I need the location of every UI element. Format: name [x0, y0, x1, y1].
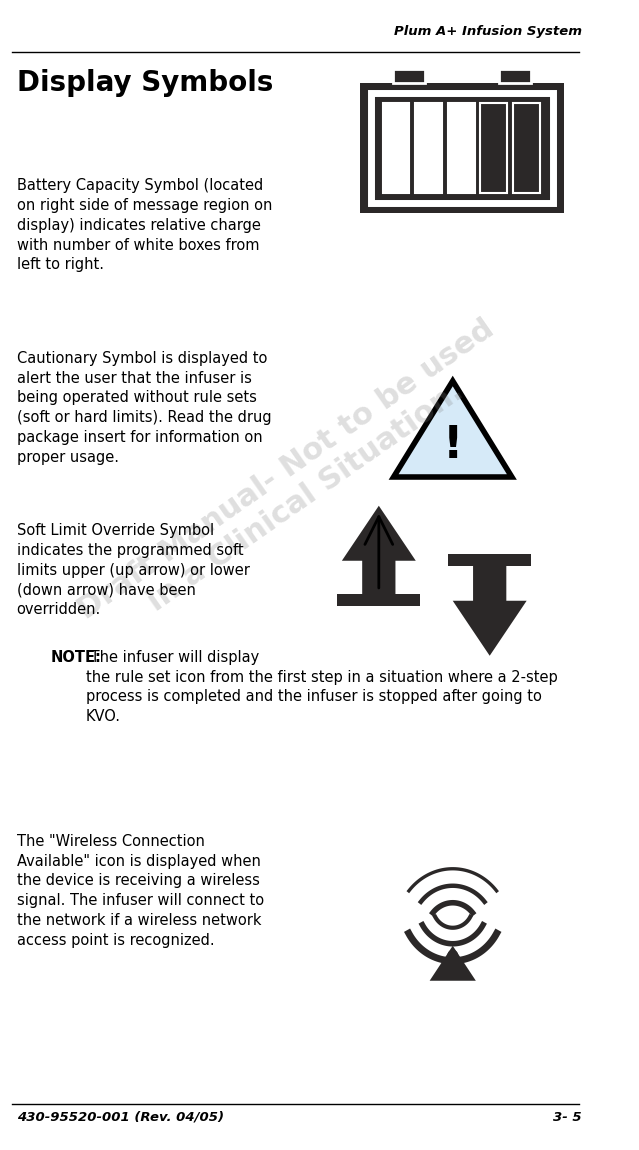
Polygon shape: [394, 381, 512, 477]
Bar: [337, 593, 420, 606]
Circle shape: [447, 950, 458, 961]
FancyBboxPatch shape: [371, 93, 553, 202]
Text: The infuser will display
the rule set icon from the first step in a situation wh: The infuser will display the rule set ic…: [86, 650, 558, 724]
Text: Soft Limit Override Symbol
indicates the programmed soft
limits upper (up arrow): Soft Limit Override Symbol indicates the…: [17, 523, 249, 618]
Bar: [480, 102, 507, 193]
Text: The "Wireless Connection
Available" icon is displayed when
the device is receivi: The "Wireless Connection Available" icon…: [17, 834, 264, 948]
Text: Draft Manual- Not to be used
in a Clinical Situation.: Draft Manual- Not to be used in a Clinic…: [73, 314, 519, 652]
Bar: [448, 554, 531, 566]
Text: Cautionary Symbol is displayed to
alert the user that the infuser is
being opera: Cautionary Symbol is displayed to alert …: [17, 351, 272, 465]
Polygon shape: [342, 506, 416, 596]
Bar: [447, 102, 475, 193]
Bar: [383, 102, 410, 193]
Bar: [512, 102, 539, 193]
Bar: [415, 102, 442, 193]
Polygon shape: [429, 945, 476, 981]
Text: Plum A+ Infusion System: Plum A+ Infusion System: [394, 25, 582, 38]
Text: Battery Capacity Symbol (located
on right side of message region on
display) ind: Battery Capacity Symbol (located on righ…: [17, 178, 272, 273]
Polygon shape: [453, 566, 527, 655]
FancyBboxPatch shape: [360, 83, 564, 213]
Text: 430-95520-001 (Rev. 04/05): 430-95520-001 (Rev. 04/05): [17, 1111, 224, 1124]
Text: Display Symbols: Display Symbols: [17, 69, 273, 97]
Bar: [499, 69, 531, 83]
Text: NOTE:: NOTE:: [51, 650, 102, 665]
Text: 3- 5: 3- 5: [553, 1111, 582, 1124]
Text: !: !: [443, 423, 463, 467]
Bar: [393, 69, 425, 83]
